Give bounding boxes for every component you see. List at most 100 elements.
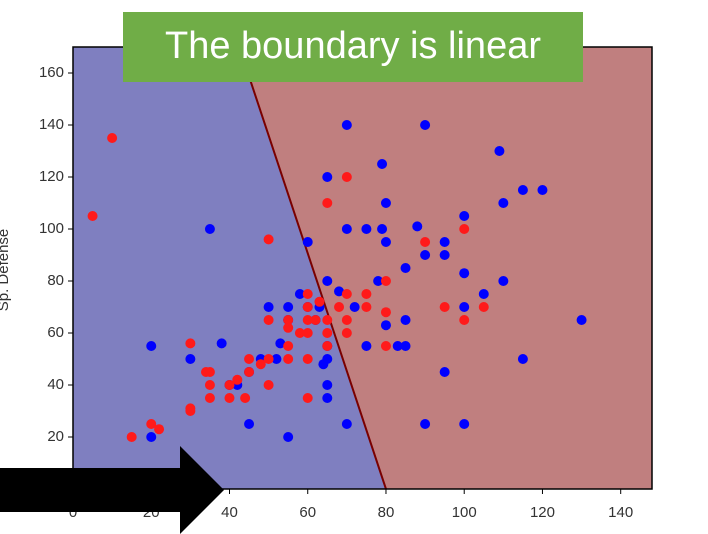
point [341, 224, 352, 234]
point [498, 276, 509, 286]
point [216, 338, 227, 349]
y-axis-label: Sp. Defense [0, 229, 12, 312]
point [224, 393, 235, 403]
point [537, 185, 548, 195]
point [302, 354, 313, 364]
point [302, 393, 313, 403]
point [412, 221, 423, 232]
point [334, 302, 345, 312]
point [459, 268, 470, 279]
point [185, 354, 196, 364]
point [517, 185, 528, 195]
point [232, 374, 243, 385]
point [459, 211, 470, 221]
point [420, 237, 431, 247]
point [400, 315, 411, 325]
point [349, 302, 360, 312]
point [392, 341, 403, 351]
point [341, 289, 352, 299]
point [185, 338, 196, 349]
point [283, 302, 294, 312]
point [263, 354, 274, 364]
point [283, 322, 294, 333]
point [334, 286, 345, 297]
point [146, 432, 157, 442]
point [361, 302, 372, 312]
point [204, 393, 215, 403]
point [377, 224, 388, 234]
x-tick-label: 100 [452, 504, 477, 521]
point [459, 315, 470, 325]
point [126, 432, 137, 442]
point [380, 307, 391, 318]
point [361, 224, 372, 234]
point [204, 367, 215, 377]
region [73, 47, 386, 489]
point [322, 198, 333, 208]
point [341, 328, 352, 338]
x-tick-label: 60 [299, 504, 316, 521]
point [244, 367, 255, 377]
point [322, 354, 333, 364]
y-tick-label: 140 [39, 116, 64, 133]
point [380, 198, 391, 208]
point [283, 354, 294, 364]
point [498, 198, 509, 208]
point [439, 367, 450, 377]
x-tick-label: 140 [608, 504, 633, 521]
y-tick-label: 120 [39, 168, 64, 185]
point [322, 172, 333, 182]
point [302, 315, 313, 325]
arrow [0, 446, 224, 534]
point [420, 120, 431, 130]
point [255, 359, 266, 370]
point [302, 237, 313, 247]
point [517, 354, 528, 364]
y-tick-label: 40 [47, 376, 64, 393]
point [204, 380, 215, 390]
point [302, 289, 313, 299]
point [380, 276, 391, 286]
point [380, 237, 391, 247]
point [420, 419, 431, 429]
point [439, 237, 450, 247]
point [459, 419, 470, 429]
y-tick-label: 20 [47, 428, 64, 445]
point [459, 224, 470, 234]
point [146, 341, 157, 351]
y-tick-label: 100 [39, 220, 64, 237]
point [459, 302, 470, 312]
point [283, 432, 294, 442]
point [400, 341, 411, 351]
region [239, 47, 652, 489]
y-tick-label: 160 [39, 64, 64, 81]
point [283, 341, 294, 351]
point [380, 341, 391, 351]
point [478, 302, 489, 312]
point [302, 328, 313, 338]
point [322, 393, 333, 403]
point [154, 424, 165, 435]
point [314, 296, 325, 307]
point [341, 172, 352, 182]
point [146, 419, 157, 429]
point [204, 224, 215, 234]
point [185, 403, 196, 414]
point [244, 419, 255, 429]
point [361, 341, 372, 351]
point [420, 250, 431, 260]
x-tick-label: 80 [378, 504, 395, 521]
x-tick-label: 40 [221, 504, 238, 521]
point [494, 146, 505, 156]
point [400, 263, 411, 273]
point [373, 276, 384, 286]
point [576, 315, 587, 325]
point [322, 315, 333, 325]
point [322, 276, 333, 286]
point [322, 341, 333, 351]
point [263, 380, 274, 390]
point [294, 328, 305, 338]
point [380, 320, 391, 331]
